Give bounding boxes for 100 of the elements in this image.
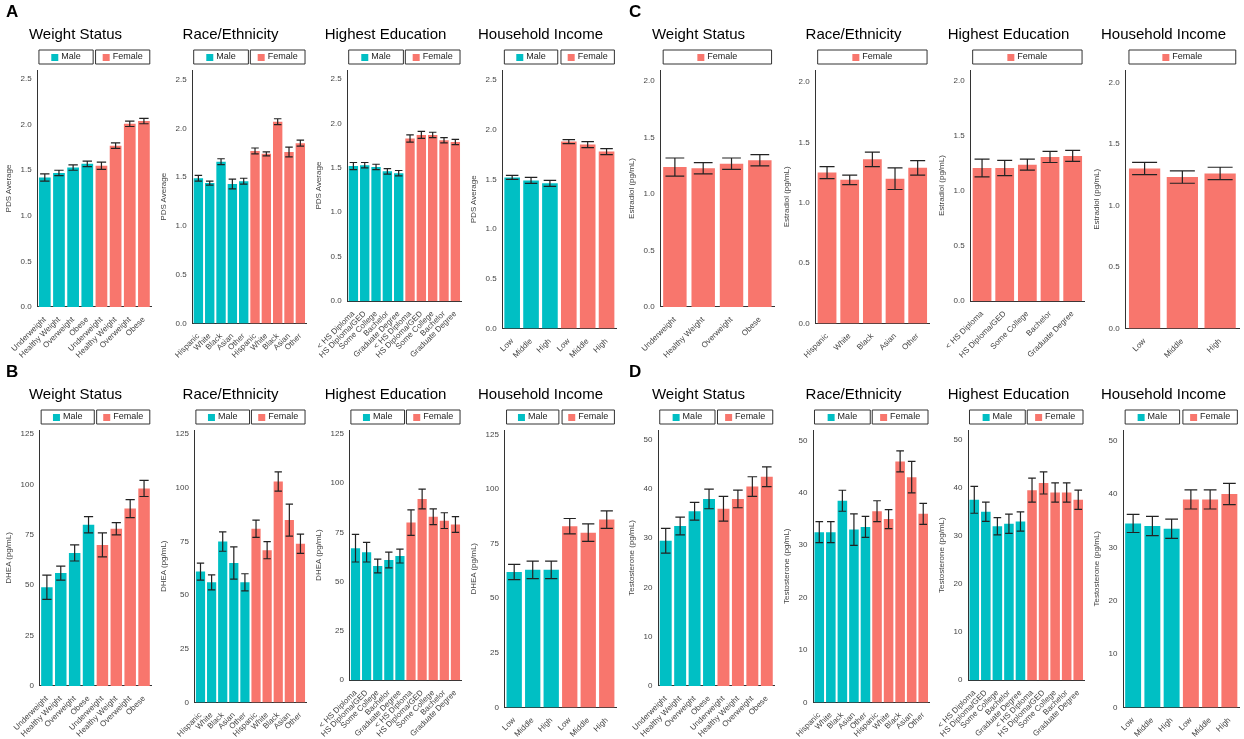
y-tick-label: 1.0 — [953, 186, 966, 196]
bar — [1004, 523, 1014, 681]
legend-label: Male — [837, 411, 858, 422]
bar — [68, 552, 81, 686]
bar — [371, 166, 381, 302]
bar — [1015, 521, 1026, 681]
y-tick-label: 2.5 — [330, 74, 343, 84]
bar — [138, 121, 150, 307]
bar — [284, 151, 294, 324]
y-axis-title: PDS Average — [314, 161, 323, 210]
bar — [1017, 164, 1037, 302]
y-tick-label: 1.5 — [643, 132, 656, 142]
text: C — [629, 2, 642, 22]
y-tick-label: 0.5 — [175, 269, 188, 279]
y-tick-label: 20 — [643, 582, 654, 592]
y-tick-label: 50 — [643, 435, 654, 445]
legend-label: Female — [577, 51, 608, 62]
bar — [1040, 156, 1060, 302]
bar — [81, 163, 94, 307]
chart-title: Weight Status — [651, 25, 746, 43]
y-tick-label: 30 — [798, 540, 809, 550]
y-tick-label: 20 — [798, 592, 809, 602]
y-tick-label: 0.0 — [175, 318, 188, 328]
y-tick-label: 20 — [1108, 596, 1119, 605]
y-tick-label: 2.0 — [953, 76, 966, 86]
bar — [207, 582, 217, 703]
y-axis-title: Estradiol (pg/mL) — [937, 154, 946, 217]
legend-label: Female — [735, 411, 766, 422]
y-tick-label: 0.0 — [953, 296, 966, 306]
y-tick-label: 50 — [490, 593, 500, 603]
bar — [523, 180, 539, 329]
y-tick-label: 2.5 — [485, 75, 498, 85]
bar — [295, 143, 306, 324]
legend-label: Female — [1045, 411, 1076, 422]
y-tick-label: 1.5 — [485, 174, 498, 184]
legend-label: Female — [268, 411, 299, 422]
y-tick-label: 50 — [798, 435, 809, 445]
y-axis-title: DHEA (pg/mL) — [4, 531, 13, 584]
chart-title: Household Income — [1100, 385, 1227, 403]
y-tick-label: 0.5 — [330, 251, 343, 261]
bar — [1063, 155, 1083, 302]
bar — [218, 541, 228, 703]
y-tick-label: 125 — [485, 429, 500, 439]
legend-label: Male — [216, 51, 236, 62]
legend-label: Female — [1017, 51, 1048, 62]
y-tick-label: 10 — [798, 645, 809, 655]
bar — [240, 582, 250, 703]
bar — [674, 525, 687, 686]
y-axis-title: Testosterone (pg/mL) — [1092, 530, 1101, 607]
y-tick-label: 0.5 — [643, 245, 656, 255]
y-tick-label: 0 — [803, 697, 809, 707]
bar — [862, 159, 882, 324]
bar — [1182, 499, 1199, 708]
bar — [814, 532, 825, 703]
y-tick-label: 1.5 — [1108, 139, 1121, 149]
bar — [239, 181, 249, 324]
y-tick-label: 1.0 — [175, 221, 188, 231]
y-tick-label: 2.0 — [1108, 77, 1121, 87]
bar — [992, 526, 1003, 681]
bar — [124, 508, 136, 686]
bar — [284, 520, 294, 703]
y-axis-title: Estradiol (pg/mL) — [627, 157, 636, 219]
chart-title: Weight Status — [651, 385, 746, 403]
y-axis-title: DHEA (pg/mL) — [314, 528, 323, 581]
bar — [55, 573, 67, 686]
legend-label: Female — [707, 51, 738, 62]
legend-label: Female — [422, 51, 453, 62]
bar — [579, 144, 596, 329]
x-tick-label: Low — [1130, 336, 1148, 354]
bar — [1144, 526, 1161, 708]
y-tick-label: 2.0 — [330, 118, 343, 128]
legend-label: Male — [526, 51, 546, 62]
bar — [395, 556, 405, 681]
y-tick-label: 20 — [953, 579, 964, 589]
bar — [1038, 482, 1049, 681]
bar — [731, 498, 744, 686]
y-tick-label: 10 — [953, 627, 964, 637]
bar — [195, 571, 206, 703]
bar — [251, 528, 261, 703]
bar — [362, 552, 372, 681]
legend-label: Male — [1147, 411, 1168, 422]
y-tick-label: 1.0 — [20, 211, 33, 221]
bar — [717, 508, 730, 686]
bar — [1050, 492, 1060, 681]
legend-label: Male — [61, 51, 81, 62]
y-axis-title: Testosterone (pg/mL) — [782, 528, 791, 605]
y-tick-label: 100 — [330, 478, 345, 488]
bar — [746, 486, 759, 686]
bar — [918, 513, 929, 703]
bar — [906, 477, 917, 703]
chart-title: Race/Ethnicity — [182, 25, 279, 43]
bar — [525, 569, 541, 708]
text: A — [6, 2, 19, 22]
bar — [849, 529, 859, 703]
y-tick-label: 50 — [335, 576, 345, 586]
bar — [450, 142, 461, 302]
bar — [82, 524, 95, 686]
y-tick-label: 25 — [335, 626, 345, 636]
bar — [262, 550, 272, 703]
legend-label: Male — [527, 411, 548, 422]
